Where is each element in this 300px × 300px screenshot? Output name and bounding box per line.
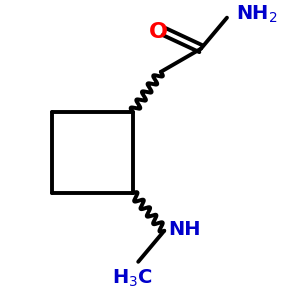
Text: H$_3$C: H$_3$C — [112, 268, 153, 289]
Text: NH$_2$: NH$_2$ — [236, 4, 277, 26]
Text: NH: NH — [169, 220, 201, 239]
Text: O: O — [149, 22, 168, 42]
